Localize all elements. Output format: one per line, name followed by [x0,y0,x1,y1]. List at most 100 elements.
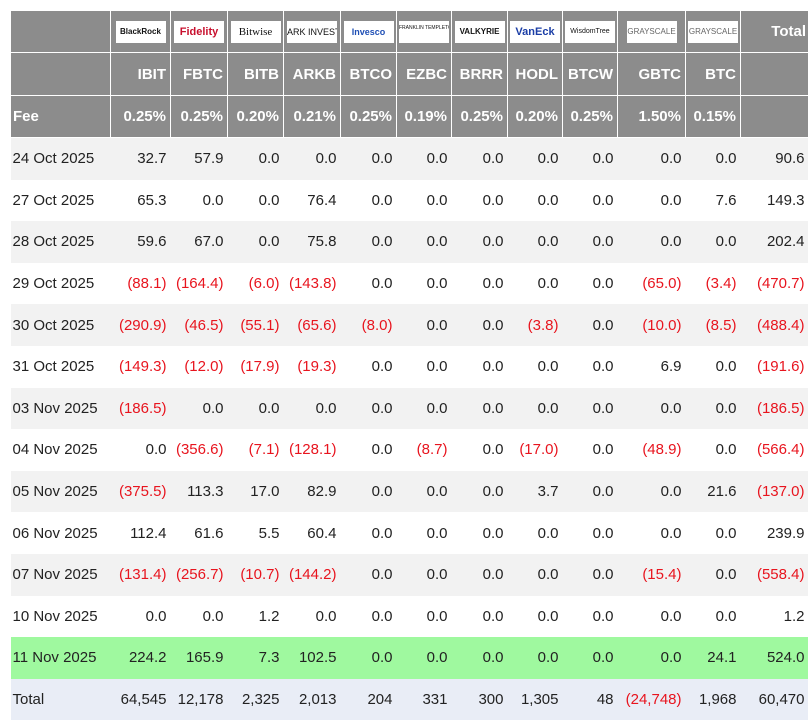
date: 07 Nov 2025 [11,554,111,596]
flow-value: 0.0 [508,637,563,679]
flow-value: (488.4) [741,304,808,346]
flow-value: 0.0 [686,512,741,554]
flow-value: 60.4 [284,512,341,554]
flow-value: 0.0 [341,388,397,430]
ticker: ARKB [284,53,341,96]
fee-label: Fee [11,96,111,138]
total-value: (24,748) [618,679,686,720]
flow-value: 17.0 [228,471,284,513]
flow-value: (558.4) [741,554,808,596]
flow-value: 75.8 [284,221,341,263]
date: 29 Oct 2025 [11,263,111,305]
flow-value: (191.6) [741,346,808,388]
flow-value: (128.1) [284,429,341,471]
fee: 0.25% [452,96,508,138]
logo-cell: WisdomTree [563,11,618,53]
ticker: FBTC [171,53,228,96]
total-value: 48 [563,679,618,720]
flow-value: (131.4) [111,554,171,596]
issuer-logo: GRAYSCALE [688,21,738,43]
logo-cell: BlackRock [111,11,171,53]
flow-value: 65.3 [111,180,171,222]
flow-value: 61.6 [171,512,228,554]
flow-value: 0.0 [452,512,508,554]
total-value: 2,013 [284,679,341,720]
flow-value: 0.0 [618,180,686,222]
flow-value: 1.2 [228,596,284,638]
flow-value: 0.0 [111,429,171,471]
flow-value: 524.0 [741,637,808,679]
fee: 0.20% [508,96,563,138]
flow-value: (12.0) [171,346,228,388]
ticker: HODL [508,53,563,96]
flow-value: 0.0 [397,554,452,596]
flow-value: 0.0 [171,596,228,638]
flow-value: (3.4) [686,263,741,305]
flow-value: 0.0 [563,471,618,513]
issuer-logo: BlackRock [116,21,166,43]
ticker: BTCW [563,53,618,96]
flow-value: (17.0) [508,429,563,471]
flow-value: 67.0 [171,221,228,263]
total-value: 64,545 [111,679,171,720]
flow-value: 0.0 [171,180,228,222]
flow-value: (55.1) [228,304,284,346]
flow-value: (10.7) [228,554,284,596]
flow-value: 0.0 [397,304,452,346]
logo-cell: VanEck [508,11,563,53]
issuer-logo: Fidelity [174,21,224,43]
fee: 0.21% [284,96,341,138]
logo-cell: FRANKLIN TEMPLETON [397,11,452,53]
flow-value: 5.5 [228,512,284,554]
flow-value: 0.0 [452,471,508,513]
flow-value: 0.0 [341,138,397,180]
flow-value: (88.1) [111,263,171,305]
ticker: BITB [228,53,284,96]
flow-value: (7.1) [228,429,284,471]
flow-value: (137.0) [741,471,808,513]
flow-value: 0.0 [618,471,686,513]
flow-value: 0.0 [618,388,686,430]
flow-value: 0.0 [686,554,741,596]
empty-cell [741,96,808,138]
flow-value: 0.0 [341,596,397,638]
logo-cell: Bitwise [228,11,284,53]
date: 11 Nov 2025 [11,637,111,679]
logo-cell: GRAYSCALE [618,11,686,53]
flow-value: 0.0 [341,554,397,596]
total-value: 12,178 [171,679,228,720]
flow-value: 0.0 [508,596,563,638]
flow-value: 0.0 [618,221,686,263]
ticker: BTC [686,53,741,96]
flow-value: 3.7 [508,471,563,513]
flow-value: 0.0 [452,138,508,180]
logo-cell: Invesco [341,11,397,53]
flow-value: 0.0 [452,263,508,305]
flow-value: (164.4) [171,263,228,305]
flow-value: 0.0 [563,263,618,305]
flow-value: 0.0 [228,180,284,222]
total-value: 1,968 [686,679,741,720]
issuer-logo: FRANKLIN TEMPLETON [399,21,449,43]
flow-value: 0.0 [563,554,618,596]
flow-value: 0.0 [341,346,397,388]
flow-value: (6.0) [228,263,284,305]
flow-value: (470.7) [741,263,808,305]
flow-value: 0.0 [618,138,686,180]
flow-value: 0.0 [563,429,618,471]
flow-value: 0.0 [171,388,228,430]
flow-value: 0.0 [686,346,741,388]
flow-value: 113.3 [171,471,228,513]
flow-value: 0.0 [284,596,341,638]
flow-value: 0.0 [397,263,452,305]
data-row: 30 Oct 2025(290.9)(46.5)(55.1)(65.6)(8.0… [11,304,808,346]
total-value: 2,325 [228,679,284,720]
flow-value: 0.0 [452,304,508,346]
issuer-logo: WisdomTree [565,21,615,43]
